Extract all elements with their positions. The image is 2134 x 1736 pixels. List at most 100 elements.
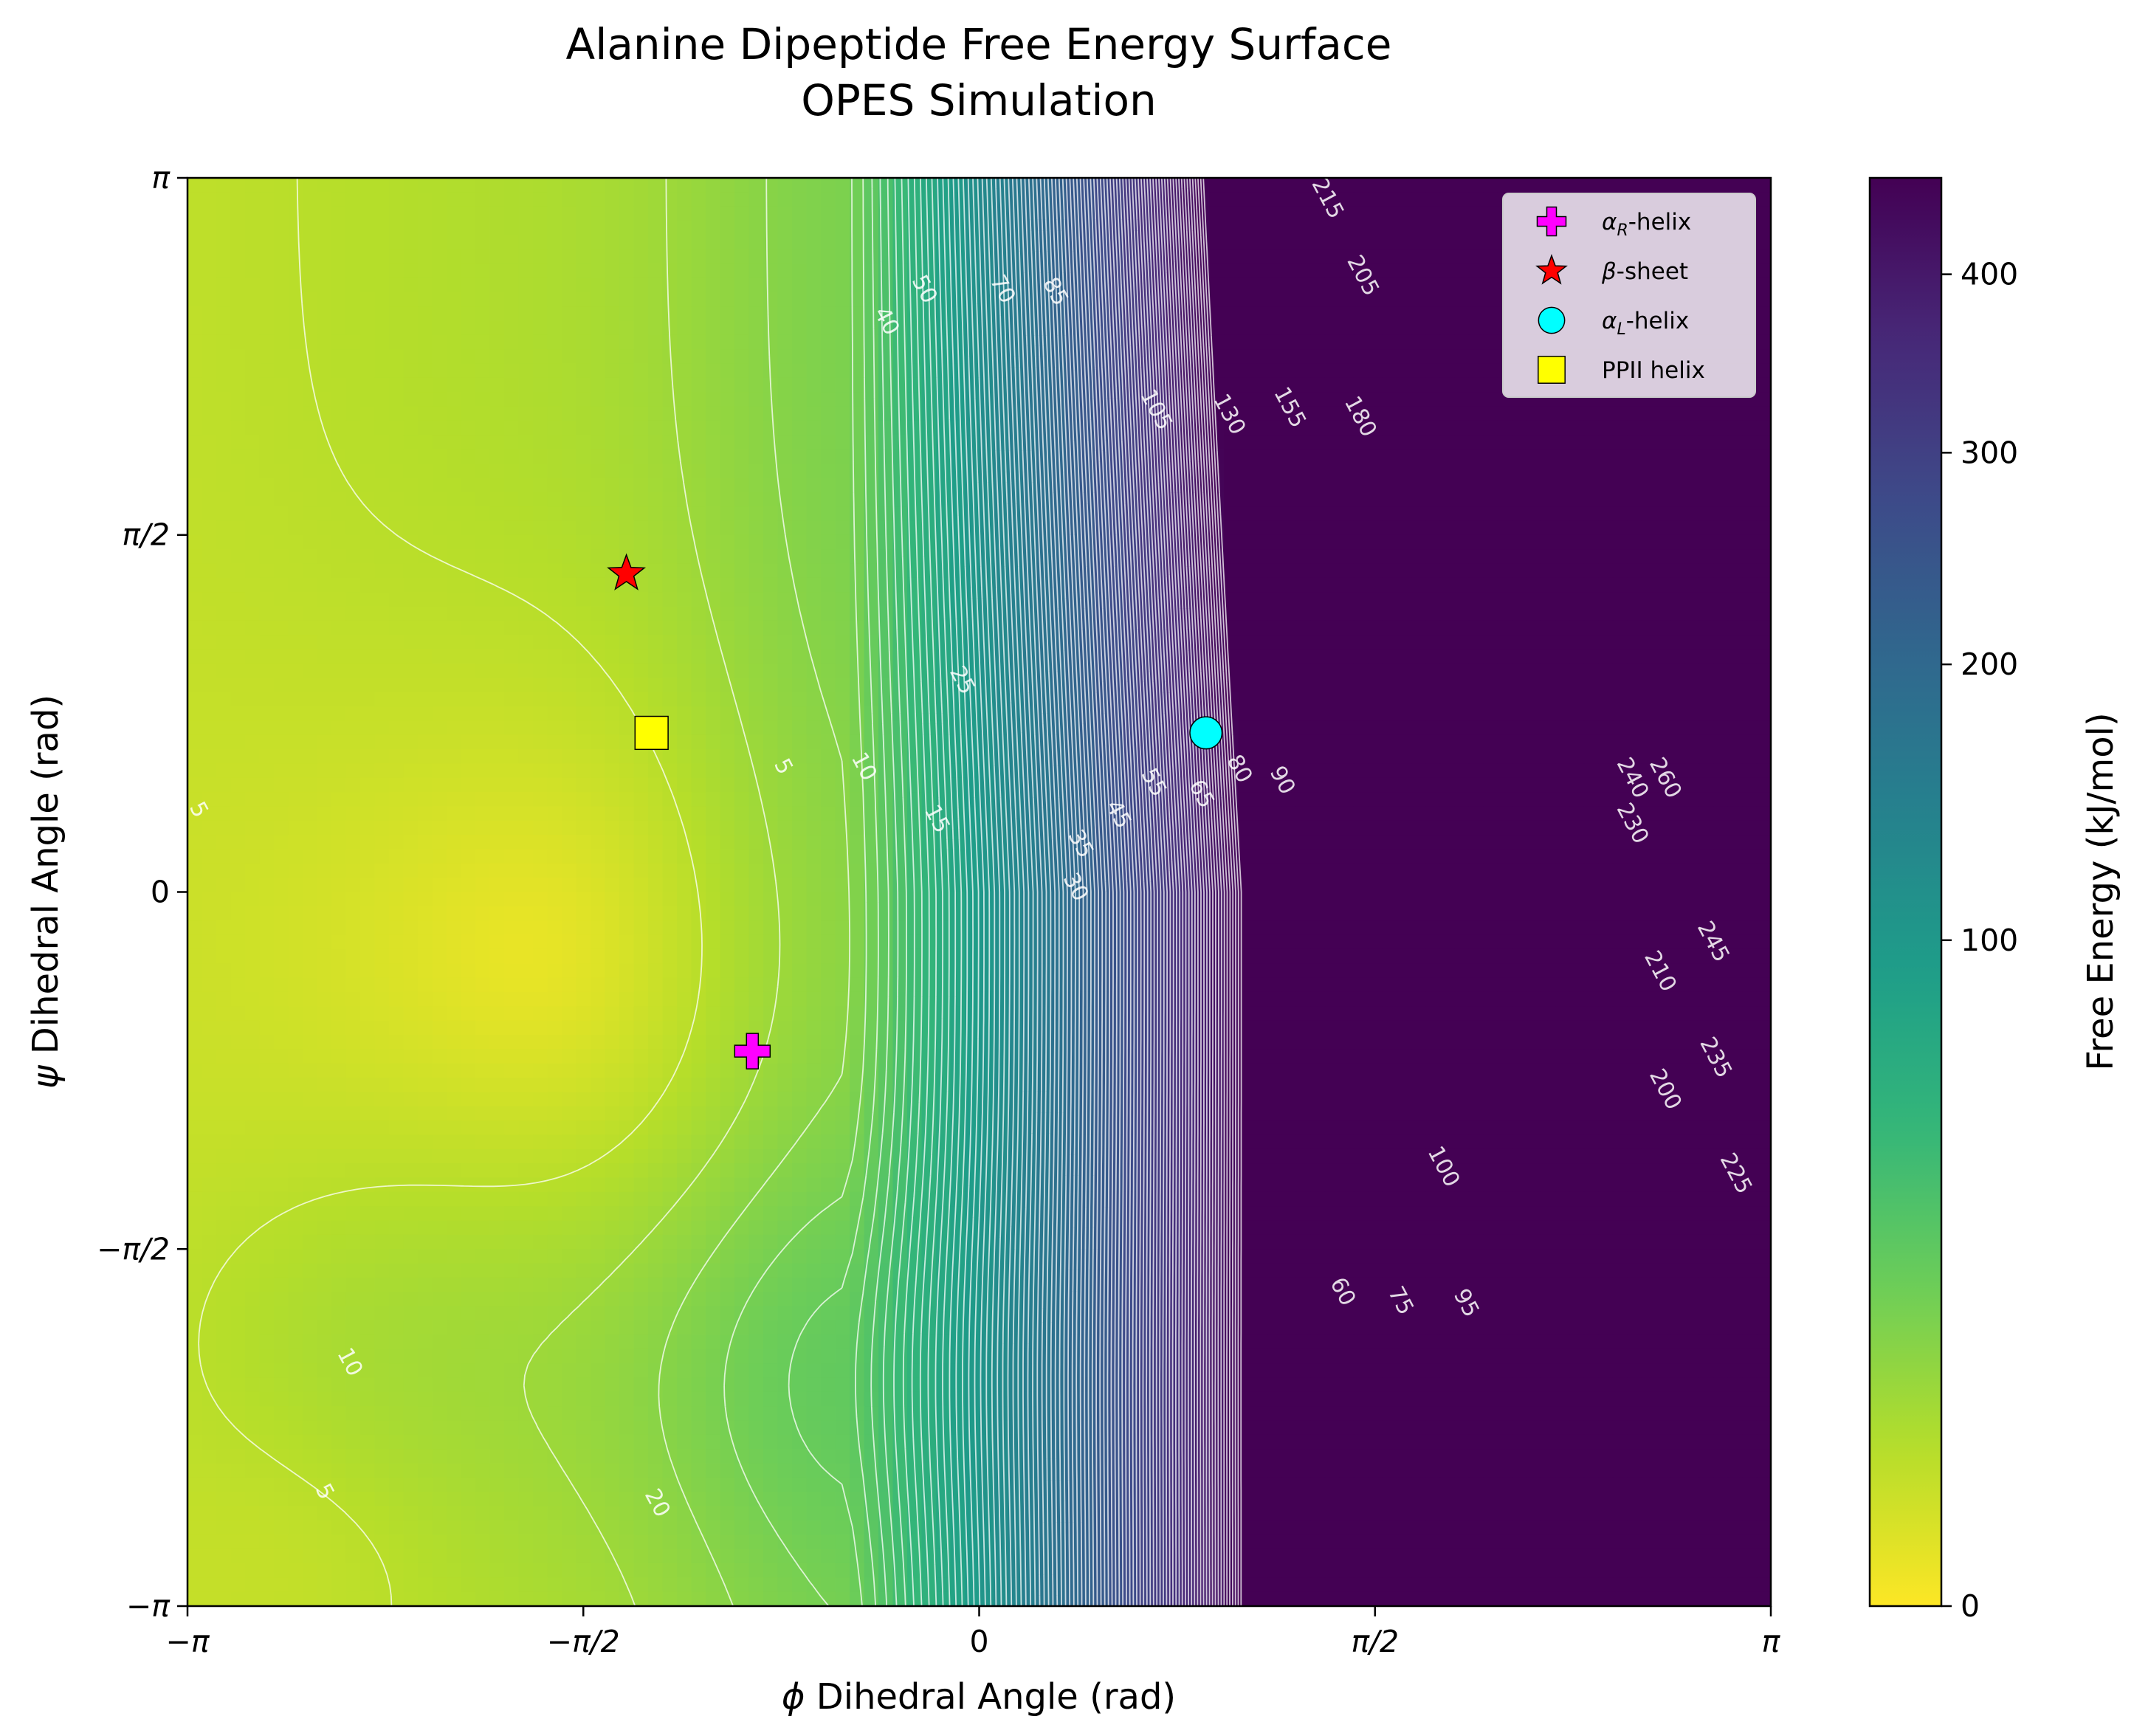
heatmap-cell (1569, 692, 1585, 707)
heatmap-cell (1253, 706, 1268, 722)
heatmap-cell (1238, 678, 1253, 693)
heatmap-cell (864, 206, 879, 221)
heatmap-cell (187, 820, 203, 836)
heatmap-cell (979, 377, 994, 393)
heatmap-cell (1439, 363, 1455, 379)
heatmap-cell (633, 363, 649, 379)
heatmap-cell (317, 549, 332, 565)
heatmap-cell (1656, 178, 1671, 193)
heatmap-cell (345, 363, 361, 379)
heatmap-cell (1439, 792, 1455, 807)
heatmap-cell (1411, 649, 1426, 664)
heatmap-cell (1742, 806, 1758, 822)
heatmap-cell (562, 792, 577, 807)
heatmap-cell (1439, 320, 1455, 336)
heatmap-cell (806, 221, 822, 236)
heatmap-cell (677, 563, 692, 579)
heatmap-cell (303, 306, 318, 322)
heatmap-cell (907, 606, 923, 621)
heatmap-cell (1339, 420, 1355, 436)
heatmap-cell (1598, 692, 1614, 707)
heatmap-cell (288, 534, 303, 550)
heatmap-cell (1713, 706, 1729, 722)
heatmap-cell (1267, 792, 1282, 807)
heatmap-cell (1397, 478, 1412, 493)
heatmap-cell (245, 777, 261, 793)
heatmap-cell (1310, 606, 1326, 621)
heatmap-cell (662, 349, 678, 365)
heatmap-cell (1641, 706, 1656, 722)
heatmap-cell (1281, 806, 1297, 822)
heatmap-cell (748, 649, 764, 664)
heatmap-cell (389, 549, 405, 565)
heatmap-cell (187, 635, 203, 650)
heatmap-cell (1224, 178, 1239, 193)
heatmap-cell (1109, 706, 1124, 722)
heatmap-cell (1008, 749, 1023, 765)
heatmap-cell (1713, 406, 1729, 421)
heatmap-cell (835, 178, 850, 193)
heatmap-cell (475, 377, 491, 393)
heatmap-cell (619, 620, 635, 636)
heatmap-cell (1483, 449, 1498, 464)
heatmap-cell (331, 363, 347, 379)
heatmap-cell (389, 349, 405, 365)
heatmap-cell (1713, 749, 1729, 765)
heatmap-cell (1295, 692, 1311, 707)
heatmap-cell (432, 692, 447, 707)
heatmap-cell (1267, 435, 1282, 450)
heatmap-cell (1267, 720, 1282, 736)
heatmap-cell (202, 249, 217, 264)
heatmap-cell (389, 492, 405, 507)
heatmap-cell (1224, 377, 1239, 393)
heatmap-cell (461, 792, 476, 807)
heatmap-cell (1555, 549, 1570, 565)
heatmap-cell (1353, 178, 1369, 193)
heatmap-cell (1253, 406, 1268, 421)
heatmap-cell (691, 192, 706, 207)
heatmap-cell (1267, 520, 1282, 536)
heatmap-cell (878, 563, 894, 579)
heatmap-cell (187, 749, 203, 765)
heatmap-cell (605, 377, 620, 393)
heatmap-cell (1339, 249, 1355, 264)
heatmap-cell (763, 606, 779, 621)
heatmap-cell (1627, 449, 1642, 464)
heatmap-cell (576, 292, 591, 307)
heatmap-cell (202, 549, 217, 565)
heatmap-cell (461, 221, 476, 236)
heatmap-cell (547, 464, 562, 479)
heatmap-cell (1353, 706, 1369, 722)
heatmap-cell (475, 806, 491, 822)
heatmap-cell (1353, 235, 1369, 250)
heatmap-cell (907, 221, 923, 236)
heatmap-cell (734, 692, 750, 707)
heatmap-cell (633, 749, 649, 765)
heatmap-cell (763, 363, 779, 379)
heatmap-cell (475, 178, 491, 193)
heatmap-cell (921, 549, 937, 565)
heatmap-cell (864, 592, 879, 607)
heatmap-cell (1713, 663, 1729, 679)
heatmap-cell (1022, 678, 1038, 693)
heatmap-cell (1526, 406, 1541, 421)
heatmap-cell (850, 549, 865, 565)
heatmap-cell (706, 449, 721, 464)
heatmap-cell (1583, 406, 1599, 421)
heatmap-cell (345, 663, 361, 679)
heatmap-cell (432, 720, 447, 736)
heatmap-cell (576, 278, 591, 293)
heatmap-cell (1454, 377, 1470, 393)
heatmap-cell (374, 349, 390, 365)
heatmap-cell (1627, 635, 1642, 650)
heatmap-cell (1368, 563, 1383, 579)
heatmap-cell (576, 235, 591, 250)
heatmap-cell (475, 306, 491, 322)
heatmap-cell (403, 777, 419, 793)
heatmap-cell (878, 478, 894, 493)
heatmap-cell (1684, 792, 1700, 807)
heatmap-cell (806, 806, 822, 822)
heatmap-cell (374, 534, 390, 550)
heatmap-cell (1727, 478, 1743, 493)
heatmap-cell (1612, 792, 1628, 807)
